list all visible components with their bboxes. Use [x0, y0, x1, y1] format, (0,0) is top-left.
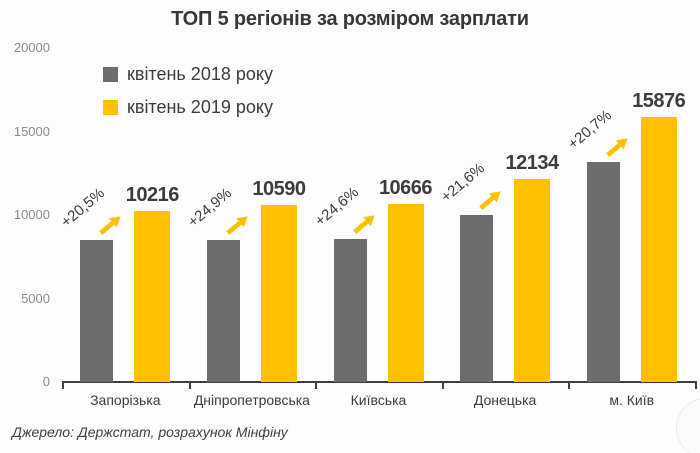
bar-2019-0	[134, 211, 171, 382]
bar-2019-2	[387, 203, 424, 382]
y-axis-label: 10000	[13, 207, 50, 222]
bar-2018-3	[460, 215, 494, 382]
x-axis-tick	[315, 381, 318, 389]
x-axis-category-label: Донецька	[473, 392, 537, 408]
bar-2019-1	[260, 205, 297, 382]
y-axis-label: 5000	[21, 290, 50, 306]
x-axis-category-label: Запорізька	[90, 392, 161, 408]
value-label: 12134	[505, 152, 560, 175]
growth-arrow-icon	[476, 186, 504, 212]
growth-arrow-icon	[350, 210, 378, 236]
chart-title: ТОП 5 регіонів за розміром зарплати	[171, 8, 529, 30]
bar-2018-2	[333, 239, 367, 382]
bar-2018-0	[80, 240, 114, 382]
x-axis-category-label: Дніпропетровська	[193, 392, 310, 408]
x-axis-tick	[441, 381, 444, 389]
bar-2019-3	[514, 179, 551, 382]
legend: квітень 2018 року квітень 2019 року	[103, 58, 273, 124]
x-axis-category-label: Київська	[350, 392, 407, 408]
x-axis-tick	[568, 381, 571, 389]
legend-swatch-2018-icon	[103, 67, 118, 82]
x-axis-tick	[188, 381, 191, 389]
x-axis-tick	[695, 381, 697, 389]
legend-label-2018: квітень 2018 року	[127, 64, 273, 84]
value-label: 15876	[632, 89, 686, 112]
legend-label-2019: квітень 2019 року	[127, 97, 273, 117]
y-axis-label: 15000	[13, 123, 50, 139]
x-axis-line	[62, 381, 695, 383]
legend-item-2018: квітень 2018 року	[103, 58, 273, 91]
bar-2019-4	[640, 116, 677, 382]
growth-arrow-icon	[223, 211, 251, 237]
bar-2018-4	[586, 162, 620, 382]
source-note: Джерело: Держстат, розрахунок Мінфіну	[12, 424, 288, 440]
value-label: 10216	[125, 184, 180, 207]
legend-swatch-2019-icon	[103, 100, 118, 115]
x-axis-category-label: м. Київ	[609, 392, 655, 408]
y-axis-label: 0	[42, 374, 50, 389]
legend-item-2019: квітень 2019 року	[103, 91, 273, 124]
value-label: 10666	[378, 176, 433, 199]
y-axis-label: 20000	[13, 40, 50, 55]
value-label: 10590	[252, 178, 306, 201]
bar-2018-1	[206, 240, 240, 382]
growth-arrow-icon	[603, 133, 631, 159]
growth-arrow-icon	[96, 211, 124, 237]
x-axis-tick	[62, 381, 64, 389]
